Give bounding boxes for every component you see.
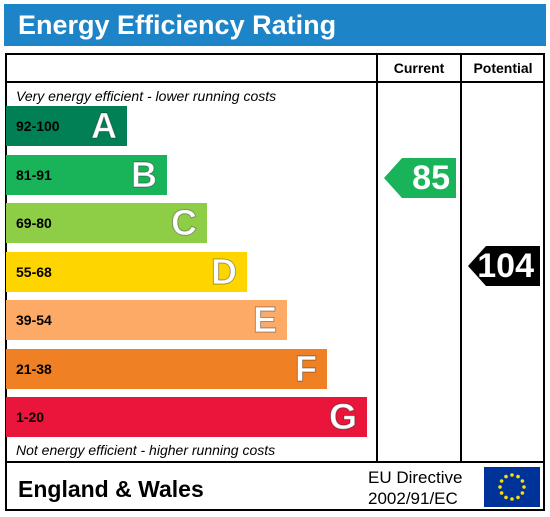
- band-e: 39-54 E: [6, 299, 287, 341]
- eu-directive-line1: EU Directive: [368, 468, 463, 487]
- band-range: 69-80: [16, 215, 52, 231]
- current-rating-value: 85: [412, 159, 450, 197]
- eu-star-icon: [504, 495, 508, 500]
- band-range: 81-91: [16, 167, 52, 183]
- band-a: 92-100 A: [6, 105, 127, 147]
- band-range: 55-68: [16, 264, 52, 280]
- band-range: 1-20: [16, 409, 45, 425]
- band-g: 1-20 G: [6, 396, 367, 438]
- band-letter: A: [91, 105, 118, 147]
- eu-star-icon: [498, 485, 502, 489]
- current-column-divider: [376, 53, 378, 463]
- header-row-divider: [5, 81, 545, 83]
- eu-star-icon: [520, 491, 525, 495]
- note-top: Very energy efficient - lower running co…: [16, 88, 277, 104]
- eu-flag-icon: [484, 467, 540, 507]
- band-letter: B: [131, 154, 158, 196]
- column-header-potential: Potential: [473, 60, 533, 76]
- eu-star-icon: [499, 491, 504, 495]
- region-label: England & Wales: [18, 476, 204, 502]
- band-letter: F: [295, 348, 318, 390]
- eu-star-icon: [499, 479, 504, 483]
- band-range: 92-100: [16, 118, 60, 134]
- current-arrow-shape: [384, 158, 456, 198]
- band-range: 39-54: [16, 312, 52, 328]
- band-range: 21-38: [16, 361, 52, 377]
- band-f: 21-38 F: [6, 348, 327, 390]
- column-header-current: Current: [393, 60, 445, 76]
- potential-rating-value: 104: [477, 247, 534, 285]
- potential-column-divider: [460, 53, 462, 463]
- band-c: 69-80 C: [6, 202, 207, 244]
- eu-star-icon: [504, 474, 508, 479]
- eu-star-icon: [516, 474, 520, 479]
- band-letter: G: [328, 396, 357, 438]
- eu-directive-line2: 2002/91/EC: [368, 489, 458, 508]
- page-title: Energy Efficiency Rating: [18, 10, 337, 40]
- eu-star-icon: [520, 479, 525, 483]
- eu-star-icon: [510, 497, 514, 501]
- eu-star-icon: [522, 485, 526, 489]
- footer-divider: [5, 461, 545, 463]
- band-d: 55-68 D: [6, 251, 247, 293]
- note-bottom: Not energy efficient - higher running co…: [16, 442, 276, 458]
- band-letter: E: [252, 299, 277, 341]
- band-b: 81-91 B: [6, 154, 167, 196]
- band-letter: D: [211, 251, 238, 293]
- eu-directive-text: EU Directive 2002/91/EC: [368, 467, 462, 509]
- potential-rating-arrow: 104: [468, 246, 540, 286]
- header-bar: Energy Efficiency Rating: [4, 4, 546, 46]
- eu-star-icon: [510, 473, 514, 477]
- band-letter: C: [171, 202, 198, 244]
- potential-arrow-shape: [468, 246, 540, 286]
- eu-star-icon: [516, 495, 520, 500]
- current-rating-arrow: 85: [384, 158, 456, 198]
